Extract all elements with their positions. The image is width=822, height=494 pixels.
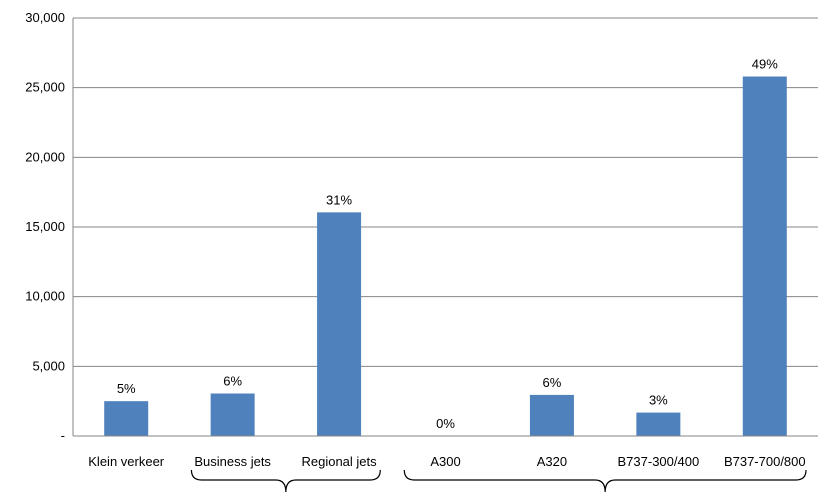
x-tick-label: B737-300/400: [618, 454, 700, 469]
bar: [529, 394, 574, 436]
data-label: 49%: [752, 57, 778, 72]
y-tick-label: -: [61, 428, 65, 443]
bar: [636, 412, 681, 436]
data-label: 5%: [117, 381, 136, 396]
bar: [210, 393, 255, 436]
data-label: 6%: [223, 374, 242, 389]
y-tick-label: 10,000: [25, 289, 65, 304]
y-tick-label: 15,000: [25, 219, 65, 234]
bar: [742, 76, 787, 437]
x-tick-label: Klein verkeer: [88, 454, 165, 469]
x-tick-label: Regional jets: [301, 454, 377, 469]
data-label: 0%: [436, 416, 455, 431]
x-tick-label: Business jets: [194, 454, 271, 469]
x-tick-label: B737-700/800: [724, 454, 806, 469]
data-label: 3%: [649, 393, 668, 408]
data-label: 31%: [326, 192, 352, 207]
x-tick-label: A300: [430, 454, 460, 469]
y-tick-label: 30,000: [25, 10, 65, 25]
y-tick-label: 5,000: [32, 358, 65, 373]
x-tick-label: A320: [537, 454, 567, 469]
y-tick-label: 25,000: [25, 80, 65, 95]
bar: [104, 401, 149, 436]
bar: [317, 212, 362, 436]
data-label: 6%: [543, 375, 562, 390]
group-brace: [190, 469, 381, 493]
y-tick-label: 20,000: [25, 149, 65, 164]
group-brace: [403, 469, 807, 493]
